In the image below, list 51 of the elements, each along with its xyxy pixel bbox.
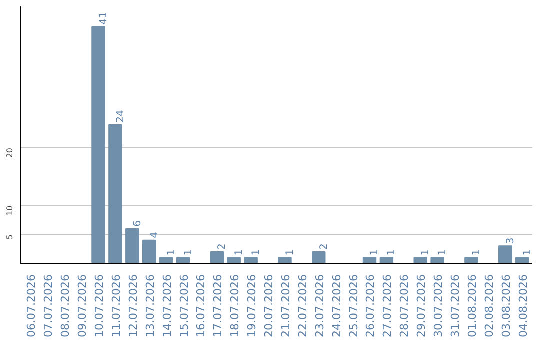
data-label: 1 — [183, 249, 194, 256]
x-tick-label: 28.07.2026 — [398, 274, 412, 338]
x-tick-label: 12.07.2026 — [126, 274, 140, 338]
y-tick-label: 10 — [6, 206, 14, 216]
x-tick-label: 14.07.2026 — [160, 274, 174, 338]
x-tick-label: 15.07.2026 — [178, 274, 191, 338]
x-tick-label: 11.07.2026 — [110, 274, 123, 338]
data-label: 1 — [251, 249, 262, 256]
x-tick-label: 09.07.2026 — [76, 274, 90, 338]
x-tick-label: 07.07.2026 — [42, 274, 56, 338]
x-tick-label: 31.07.2026 — [449, 274, 462, 338]
x-tick-label: 18.07.2026 — [228, 274, 242, 338]
x-tick-label: 30.07.2026 — [432, 274, 446, 338]
x-tick-label: 03.08.2026 — [500, 274, 513, 338]
x-tick-label: 21.07.2026 — [279, 274, 292, 338]
x-tick-label: 06.07.2026 — [25, 274, 38, 338]
x-tick-label: 24.07.2026 — [330, 274, 344, 338]
data-label: 1 — [284, 249, 296, 256]
x-tick-label: 02.08.2026 — [482, 274, 496, 338]
x-tick-label: 08.07.2026 — [59, 274, 72, 338]
x-tick-label: 01.08.2026 — [466, 274, 479, 338]
data-label: 24 — [115, 110, 126, 123]
data-label: 3 — [505, 238, 516, 244]
x-tick-label: 17.07.2026 — [212, 274, 225, 338]
x-tick-label: 13.07.2026 — [144, 274, 157, 338]
y-tick-label: 20 — [6, 148, 14, 158]
data-label: 1 — [234, 249, 246, 256]
data-label: 1 — [386, 249, 398, 256]
x-tick-label: 29.07.2026 — [415, 274, 428, 338]
data-label: 1 — [471, 249, 482, 256]
data-label: 6 — [132, 220, 144, 227]
data-label: 1 — [370, 249, 381, 256]
data-label: 41 — [98, 12, 110, 25]
data-label: 1 — [420, 249, 432, 256]
x-tick-label: 10.07.2026 — [92, 274, 106, 338]
x-tick-label: 16.07.2026 — [194, 274, 208, 338]
x-tick-label: 19.07.2026 — [246, 274, 259, 338]
data-label: 2 — [318, 244, 330, 250]
data-label: 1 — [522, 249, 534, 256]
x-tick-label: 22.07.2026 — [296, 274, 310, 338]
x-tick-label: 20.07.2026 — [262, 274, 276, 338]
x-tick-label: 04.08.2026 — [516, 274, 530, 338]
x-tick-label: 25.07.2026 — [347, 274, 360, 338]
data-label: 1 — [166, 249, 178, 256]
x-tick-label: 26.07.2026 — [364, 274, 378, 338]
y-tick-label: 5 — [6, 234, 14, 240]
x-tick-label: 27.07.2026 — [381, 274, 394, 338]
data-label: 4 — [149, 232, 160, 238]
data-label: 1 — [438, 249, 449, 256]
x-tick-label: 23.07.2026 — [313, 274, 326, 338]
data-label: 2 — [217, 244, 228, 250]
